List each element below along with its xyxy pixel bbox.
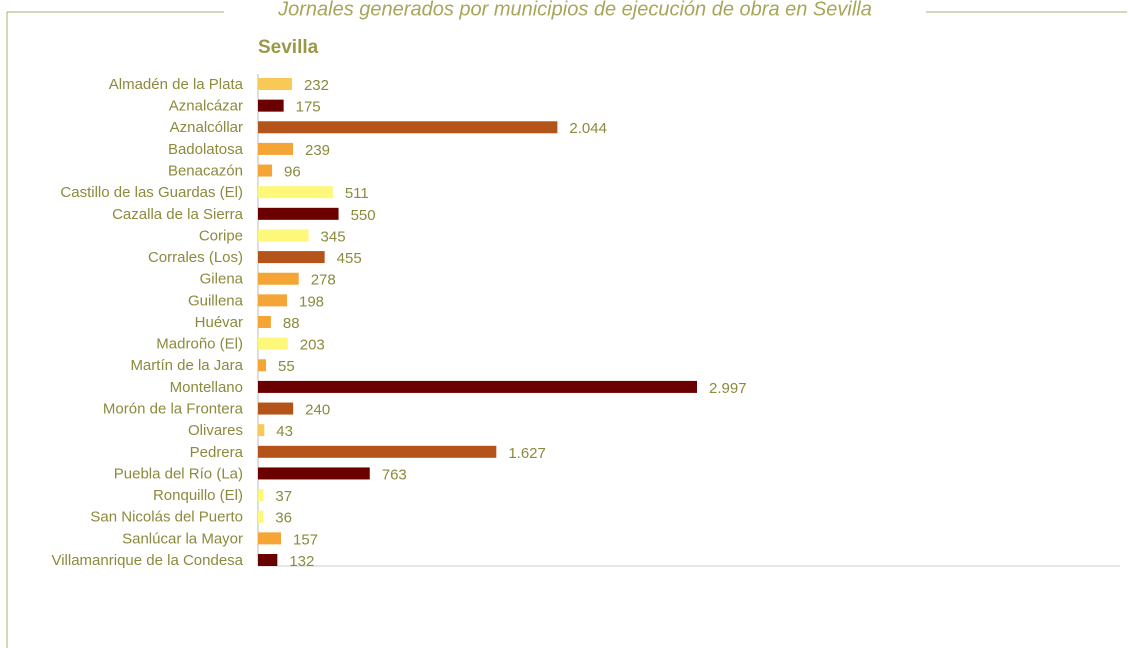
value-label: 239 — [305, 142, 330, 159]
value-label: 278 — [311, 272, 336, 289]
bar — [258, 251, 325, 264]
value-label: 240 — [305, 402, 330, 419]
value-label: 157 — [293, 531, 318, 548]
y-tick-label: Montellano — [170, 379, 243, 396]
bar — [258, 229, 309, 242]
bar — [258, 164, 273, 177]
value-label: 175 — [296, 99, 321, 116]
bar — [258, 445, 497, 458]
y-tick-label: Aznalcóllar — [170, 119, 243, 136]
bar — [258, 99, 284, 112]
y-tick-label: Ronquillo (El) — [153, 487, 243, 504]
value-label: 2.997 — [709, 380, 747, 397]
y-tick-label: Olivares — [188, 422, 243, 439]
bar — [258, 554, 278, 566]
bar — [258, 186, 333, 199]
bar — [258, 489, 264, 502]
y-tick-label: Corrales (Los) — [148, 249, 243, 266]
value-label: 43 — [276, 423, 293, 440]
value-label: 345 — [321, 228, 346, 245]
y-tick-label: Almadén de la Plata — [109, 76, 244, 93]
bar — [258, 532, 281, 545]
y-tick-label: Madroño (El) — [156, 336, 243, 353]
y-tick-label: San Nicolás del Puerto — [90, 509, 243, 526]
y-tick-label: Morón de la Frontera — [103, 401, 244, 418]
y-tick-label: Gilena — [200, 271, 244, 288]
y-tick-label: Villamanrique de la Condesa — [51, 552, 243, 569]
y-tick-label: Puebla del Río (La) — [114, 465, 243, 482]
value-label: 1.627 — [508, 445, 546, 462]
y-tick-label: Sanlúcar la Mayor — [122, 530, 243, 547]
y-tick-label: Coripe — [199, 227, 243, 244]
value-label: 511 — [345, 185, 369, 202]
chart-title: Jornales generados por municipios de eje… — [277, 0, 872, 20]
y-tick-label: Aznalcázar — [169, 98, 243, 115]
y-tick-label: Pedrera — [190, 444, 244, 461]
y-tick-label: Benacazón — [168, 163, 243, 180]
bar — [258, 424, 265, 437]
value-label: 88 — [283, 315, 300, 332]
y-tick-label: Cazalla de la Sierra — [112, 206, 244, 223]
value-label: 55 — [278, 358, 295, 375]
bar — [258, 207, 339, 220]
bar — [258, 510, 264, 523]
value-label: 132 — [289, 553, 314, 570]
bar — [258, 359, 267, 372]
bar — [258, 337, 288, 350]
bar — [258, 294, 288, 307]
value-label: 36 — [275, 510, 292, 527]
value-label: 203 — [300, 337, 325, 354]
y-tick-label: Martín de la Jara — [130, 357, 243, 374]
value-label: 550 — [351, 207, 376, 224]
bar — [258, 380, 697, 393]
bar — [258, 402, 294, 415]
bar — [258, 467, 370, 480]
bar — [258, 121, 558, 134]
value-label: 37 — [275, 488, 292, 505]
value-label: 455 — [337, 250, 362, 267]
bar — [258, 78, 292, 90]
y-tick-label: Badolatosa — [168, 141, 244, 158]
y-tick-label: Huévar — [195, 314, 243, 331]
bar — [258, 316, 271, 328]
value-label: 763 — [382, 466, 407, 483]
value-label: 96 — [284, 164, 301, 181]
bar — [258, 272, 299, 285]
value-label: 198 — [299, 293, 324, 310]
y-tick-label: Guillena — [188, 292, 244, 309]
value-label: 2.044 — [569, 120, 607, 137]
bar — [258, 142, 294, 155]
y-tick-label: Castillo de las Guardas (El) — [60, 184, 243, 201]
chart-subtitle: Sevilla — [258, 37, 319, 58]
value-label: 232 — [304, 77, 329, 94]
